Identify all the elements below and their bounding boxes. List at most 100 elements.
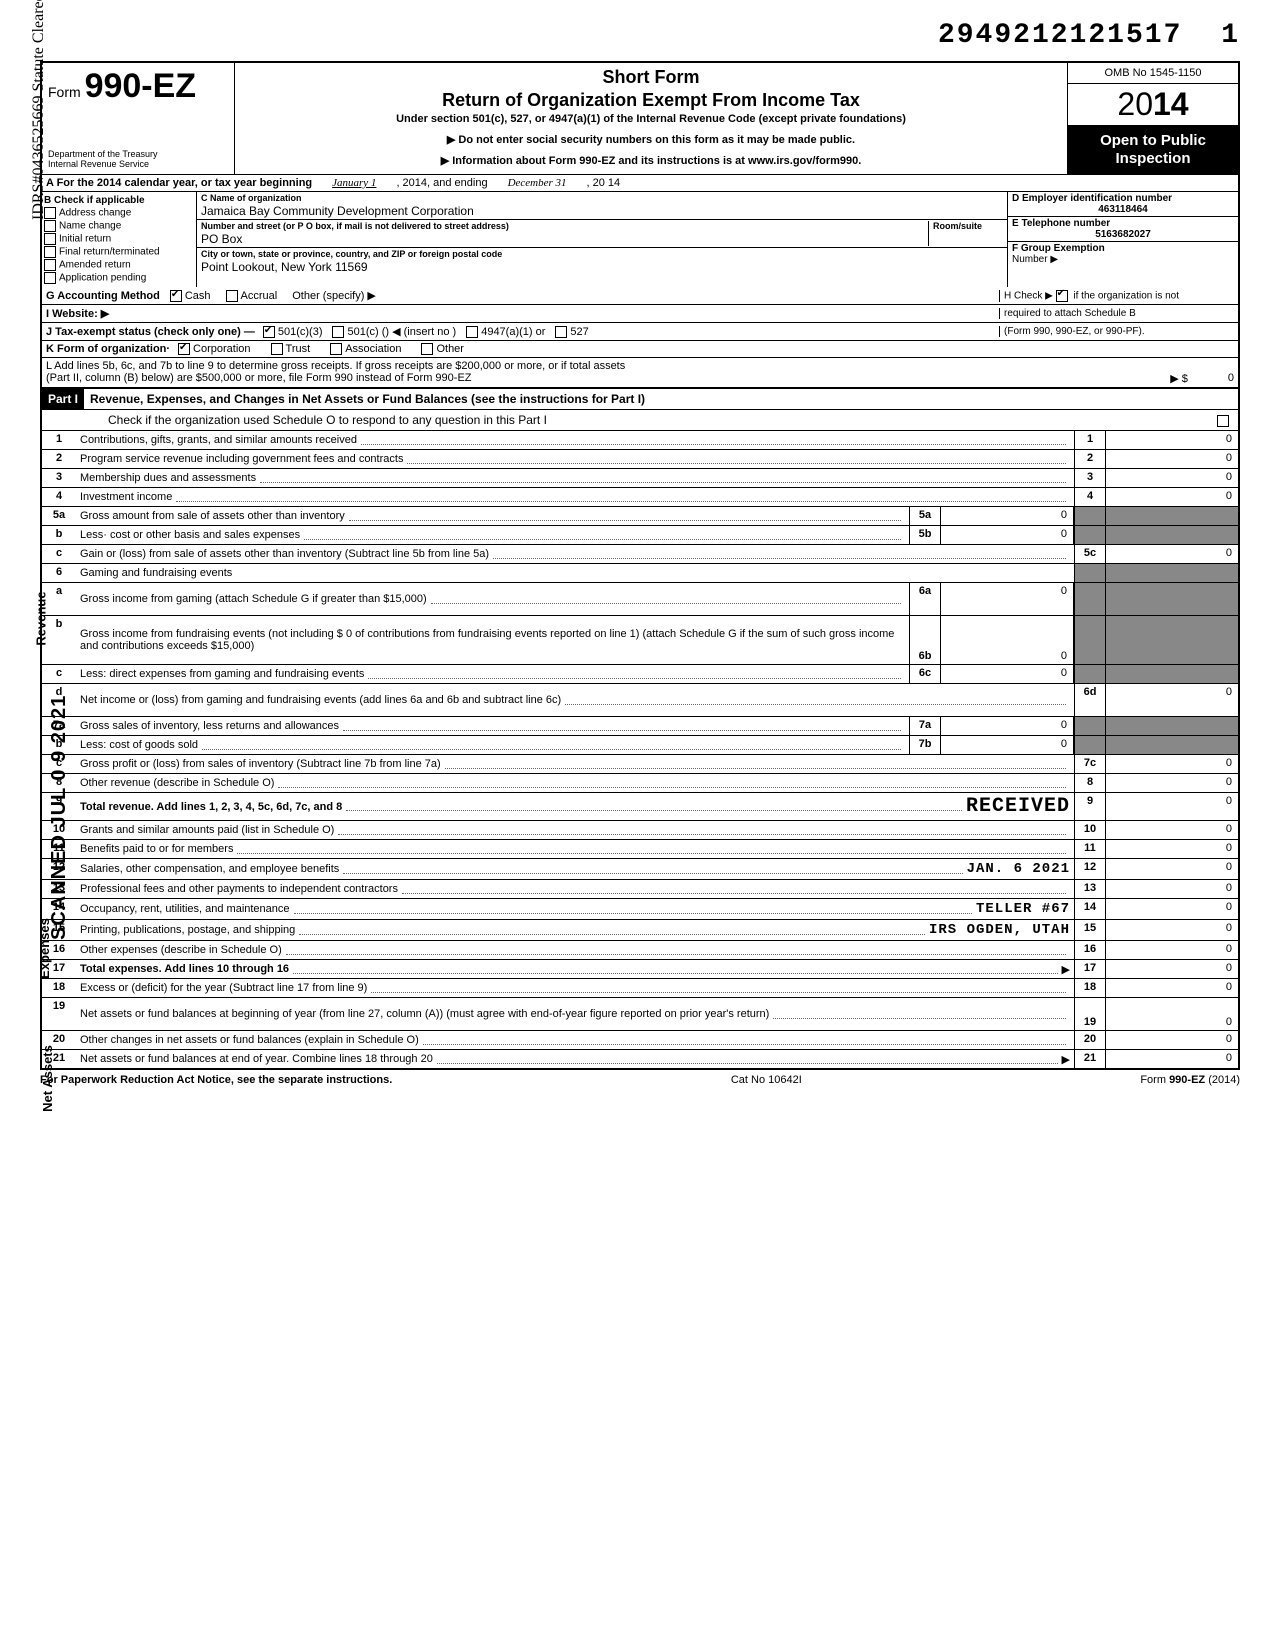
chk-4947[interactable] (466, 326, 478, 338)
lbl-501c3: 501(c)(3) (278, 326, 323, 338)
row-l-gross-receipts: L Add lines 5b, 6c, and 7b to line 9 to … (40, 358, 1240, 389)
row-l-text1: L Add lines 5b, 6c, and 7b to line 9 to … (46, 360, 1234, 372)
tel-value: 5163682027 (1012, 229, 1234, 240)
line-11: 11 Benefits paid to or for members 11 0 (42, 840, 1238, 859)
chk-other-org[interactable] (421, 343, 433, 355)
chk-name[interactable] (44, 220, 56, 232)
line-7a: 7a Gross sales of inventory, less return… (42, 717, 1238, 736)
chk-cash[interactable] (170, 290, 182, 302)
l5a-rv-shade (1105, 507, 1238, 525)
l6a-rv-shade (1105, 583, 1238, 615)
row-l-val: 0 (1228, 372, 1234, 385)
part1-title: Revenue, Expenses, and Changes in Net As… (84, 389, 1238, 409)
line-6b: b Gross income from fundraising events (… (42, 616, 1238, 665)
l6c-num: c (42, 665, 76, 683)
data-table: Revenue Expenses Net Assets 1 Contributi… (40, 431, 1240, 1070)
row-h-text1: H Check ▶ (1004, 290, 1053, 301)
l5a-mv: 0 (941, 507, 1074, 525)
l9-num: 9 (42, 793, 76, 820)
line-8: 8 Other revenue (describe in Schedule O)… (42, 774, 1238, 793)
l10-rn: 10 (1074, 821, 1105, 839)
lbl-cash: Cash (185, 290, 211, 302)
side-revenue: Revenue (34, 591, 49, 645)
l19-rn: 19 (1074, 998, 1105, 1030)
chk-schedule-b[interactable] (1056, 290, 1068, 302)
l6b-rn-shade (1074, 616, 1105, 664)
street-label: Number and street (or P O box, if mail i… (201, 221, 509, 231)
chk-initial[interactable] (44, 233, 56, 245)
chk-501c3[interactable] (263, 326, 275, 338)
l19-rv: 0 (1105, 998, 1238, 1030)
lbl-trust: Trust (286, 343, 311, 355)
row-j-tax-status: J Tax-exempt status (check only one) — 5… (40, 323, 1240, 341)
l7b-num: b (42, 736, 76, 754)
footer-form-num: 990-EZ (1169, 1074, 1205, 1086)
line-6d: d Net income or (loss) from gaming and f… (42, 684, 1238, 717)
chk-final[interactable] (44, 246, 56, 258)
l5b-desc: Less· cost or other basis and sales expe… (80, 529, 300, 541)
row-a-label: A For the 2014 calendar year, or tax yea… (46, 177, 312, 189)
col-c-org-info: C Name of organization Jamaica Bay Commu… (197, 192, 1008, 287)
chk-527[interactable] (555, 326, 567, 338)
begin-date: January 1 (332, 177, 376, 189)
l8-desc: Other revenue (describe in Schedule O) (80, 777, 274, 789)
l15-rn: 15 (1074, 920, 1105, 940)
l11-rn: 11 (1074, 840, 1105, 858)
l20-rv: 0 (1105, 1031, 1238, 1049)
chk-trust[interactable] (271, 343, 283, 355)
l17-rn: 17 (1074, 960, 1105, 978)
lbl-accrual: Accrual (241, 290, 278, 302)
l5c-desc: Gain or (loss) from sale of assets other… (80, 548, 489, 560)
l5b-num: b (42, 526, 76, 544)
line-6a: a Gross income from gaming (attach Sched… (42, 583, 1238, 616)
page-footer: For Paperwork Reduction Act Notice, see … (40, 1074, 1240, 1086)
lbl-name: Name change (59, 221, 121, 232)
l7a-rv-shade (1105, 717, 1238, 735)
row-g-label: G Accounting Method (46, 290, 160, 302)
l7a-rn-shade (1074, 717, 1105, 735)
chk-corp[interactable] (178, 343, 190, 355)
lbl-insert: ) ◀ (insert no ) (385, 325, 456, 338)
open-line1: Open to Public (1070, 132, 1236, 150)
city-label: City or town, state or province, country… (201, 249, 502, 259)
org-name: Jamaica Bay Community Development Corpor… (201, 204, 474, 218)
form-prefix: Form (48, 84, 81, 100)
l6-num: 6 (42, 564, 76, 582)
footer-left: For Paperwork Reduction Act Notice, see … (40, 1074, 392, 1086)
chk-pending[interactable] (44, 272, 56, 284)
line-2: 2 Program service revenue including gove… (42, 450, 1238, 469)
street-value: PO Box (201, 232, 242, 246)
lbl-pending: Application pending (59, 273, 146, 284)
l16-rv: 0 (1105, 941, 1238, 959)
l6b-mv: 0 (941, 616, 1074, 664)
row-h-text4: (Form 990, 990-EZ, or 990-PF). (1004, 326, 1145, 337)
warning-ssn: ▶ Do not enter social security numbers o… (239, 133, 1063, 146)
row-i-label: I Website: ▶ (46, 307, 109, 320)
l2-rv: 0 (1105, 450, 1238, 468)
l7b-mn: 7b (909, 736, 941, 754)
l5c-rv: 0 (1105, 545, 1238, 563)
chk-amended[interactable] (44, 259, 56, 271)
part1-check-text: Check if the organization used Schedule … (108, 413, 547, 427)
year-prefix: 20 (1117, 86, 1153, 122)
stamp-teller: TELLER #67 (976, 901, 1070, 917)
chk-assoc[interactable] (330, 343, 342, 355)
ein-label: D Employer identification number (1012, 193, 1172, 204)
line-9: 9 Total revenue. Add lines 1, 2, 3, 4, 5… (42, 793, 1238, 821)
row-a-mid: , 2014, and ending (396, 177, 487, 189)
l21-rn: 21 (1074, 1050, 1105, 1068)
line-16: 16 Other expenses (describe in Schedule … (42, 941, 1238, 960)
l3-num: 3 (42, 469, 76, 487)
tax-year: 2014 (1068, 84, 1238, 126)
l14-num: 14 (42, 899, 76, 919)
row-a-end2: , 20 14 (587, 177, 621, 189)
chk-501c[interactable] (332, 326, 344, 338)
l17-desc: Total expenses. Add lines 10 through 16 (80, 963, 289, 975)
chk-accrual[interactable] (226, 290, 238, 302)
l12-desc: Salaries, other compensation, and employ… (80, 863, 339, 875)
group-exempt-label: F Group Exemption (1012, 243, 1105, 254)
part1-label: Part I (42, 389, 84, 409)
l4-desc: Investment income (80, 491, 172, 503)
side-expenses: Expenses (37, 918, 52, 979)
chk-schedule-o[interactable] (1217, 415, 1229, 427)
